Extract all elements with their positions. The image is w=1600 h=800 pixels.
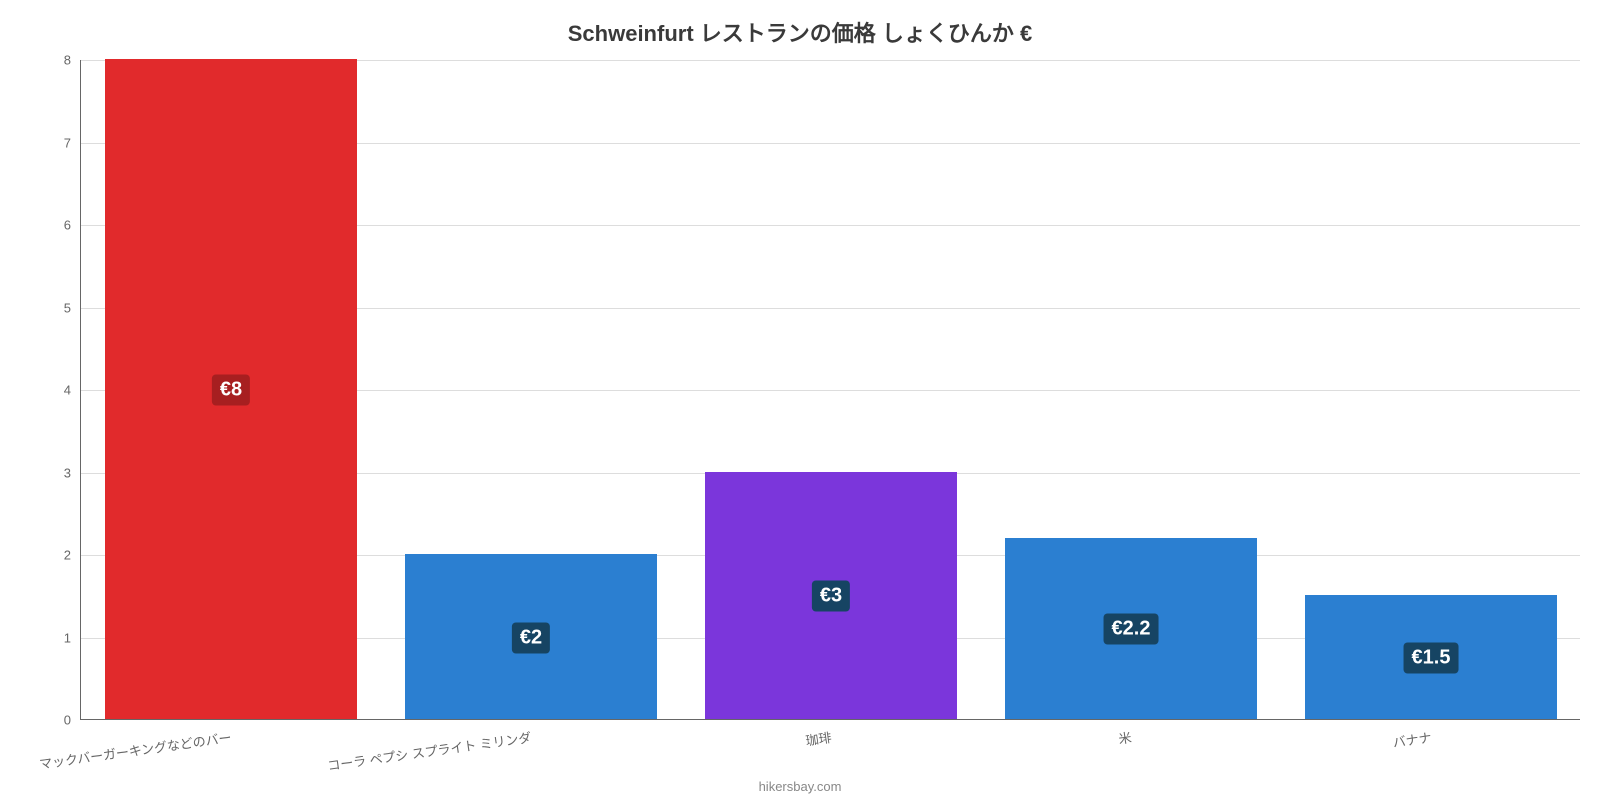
x-tick-label: 珈琲 — [804, 727, 832, 749]
x-tick-label: 米 — [1117, 727, 1133, 748]
y-tick-label: 0 — [64, 713, 81, 728]
bar-value-label: €2.2 — [1104, 614, 1159, 645]
y-tick-label: 8 — [64, 53, 81, 68]
x-tick-label: マックバーガーキングなどのバー — [38, 727, 233, 773]
y-tick-label: 5 — [64, 300, 81, 315]
bar-value-label: €2 — [512, 622, 550, 653]
x-tick-label: コーラ ペプシ スプライト ミリンダ — [326, 727, 532, 774]
x-tick-label: バナナ — [1391, 727, 1432, 751]
y-tick-label: 3 — [64, 465, 81, 480]
bar-value-label: €1.5 — [1404, 643, 1459, 674]
y-tick-label: 7 — [64, 135, 81, 150]
price-bar-chart: Schweinfurt レストランの価格 しょくひんか € 012345678€… — [0, 0, 1600, 800]
chart-title: Schweinfurt レストランの価格 しょくひんか € — [0, 16, 1600, 48]
bar-value-label: €3 — [812, 581, 850, 612]
attribution-text: hikersbay.com — [0, 779, 1600, 794]
y-tick-label: 4 — [64, 383, 81, 398]
plot-area: 012345678€8マックバーガーキングなどのバー€2コーラ ペプシ スプライ… — [80, 60, 1580, 720]
y-tick-label: 6 — [64, 218, 81, 233]
bar-value-label: €8 — [212, 375, 250, 406]
y-tick-label: 1 — [64, 630, 81, 645]
y-tick-label: 2 — [64, 548, 81, 563]
